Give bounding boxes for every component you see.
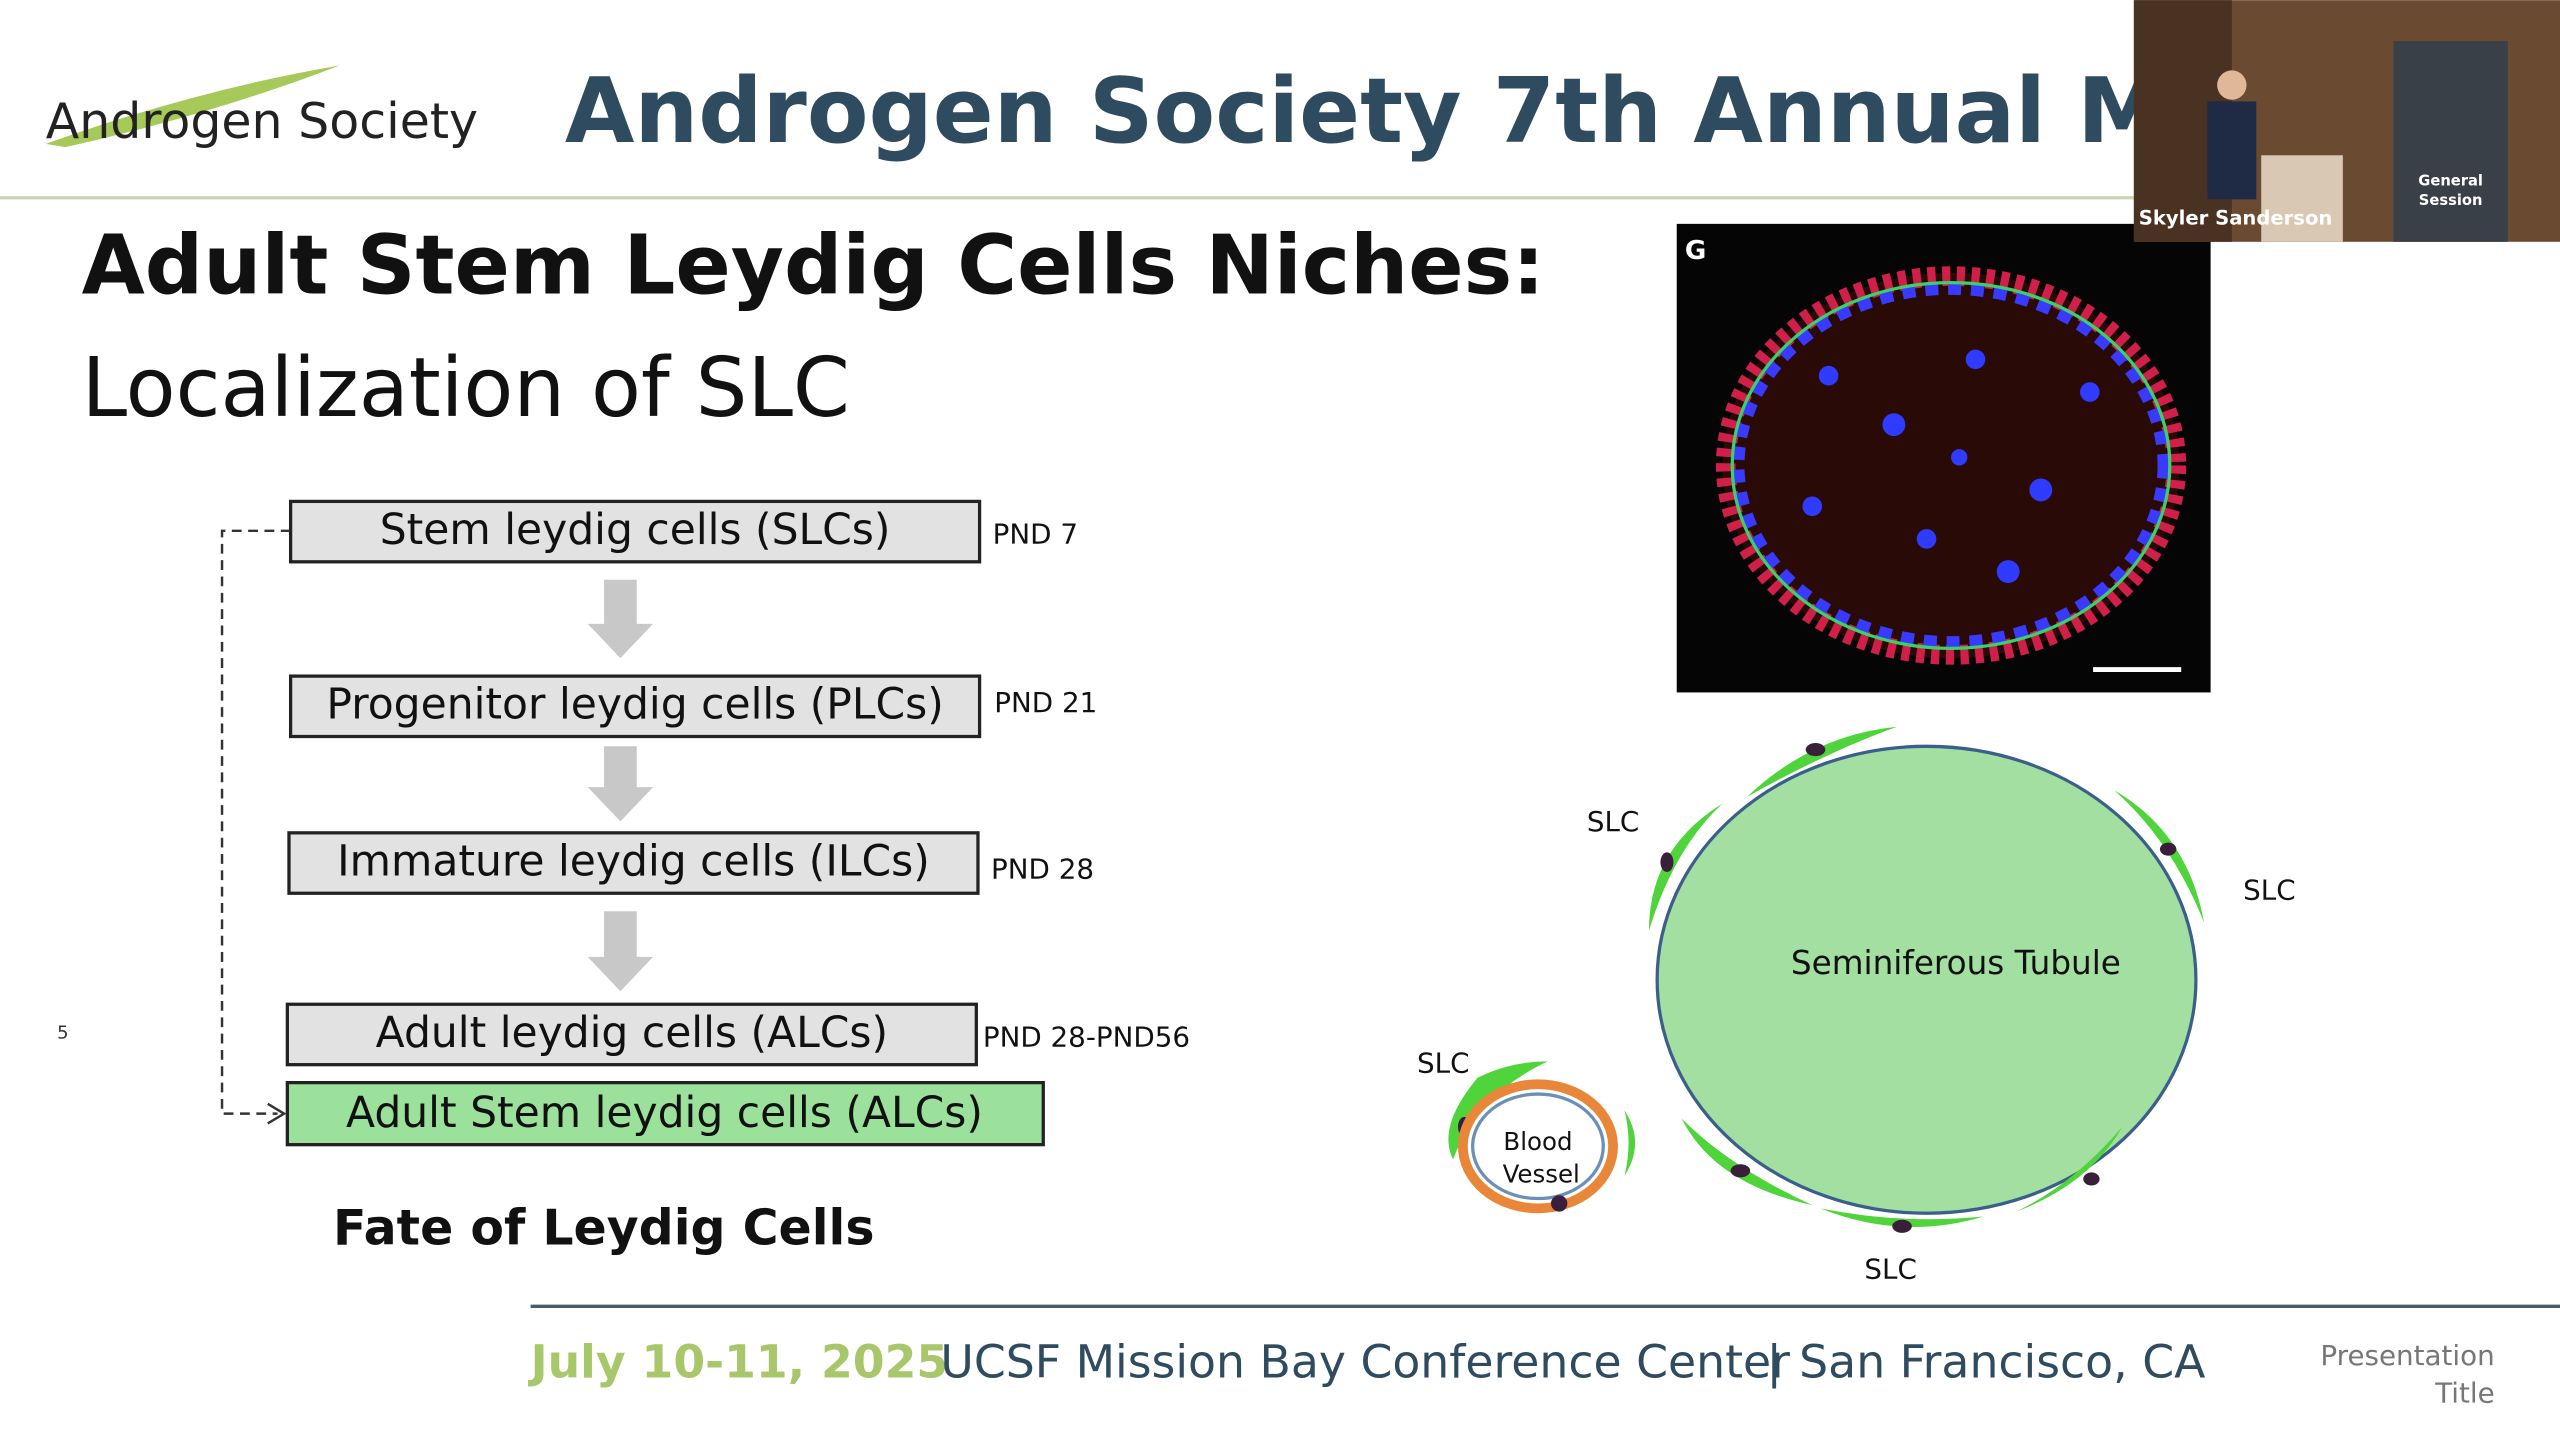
- shape: [1802, 496, 1823, 517]
- step-box: [287, 831, 980, 895]
- dashed-loop: [220, 529, 291, 1115]
- shape: [2029, 478, 2053, 502]
- page-number: 5: [57, 1023, 68, 1044]
- shape: [2083, 1172, 2100, 1186]
- vessel-label: Blood: [1503, 1127, 1572, 1156]
- step-box: [285, 1002, 978, 1067]
- step-box: [288, 674, 982, 739]
- step-label: Adult leydig cells (ALCs): [376, 1009, 888, 1058]
- video-speaker: [2207, 101, 2257, 200]
- footer-city: San Francisco, CA: [1799, 1336, 2205, 1389]
- shape: [1996, 560, 2020, 584]
- step-label: Adult Stem leydig cells (ALCs): [346, 1089, 983, 1138]
- logo-text: Androgen Society: [46, 93, 478, 150]
- shape: [1805, 743, 1826, 757]
- shape: [1892, 1219, 1912, 1233]
- shape: [1951, 449, 1968, 466]
- micrograph-ring: [1730, 281, 2172, 650]
- vessel-label: Vessel: [1503, 1160, 1580, 1189]
- flow-caption: Fate of Leydig Cells: [333, 1200, 874, 1257]
- header-title: Androgen Society 7th Annual Me: [565, 60, 2228, 164]
- shape: [2080, 382, 2100, 402]
- blood-vessel: [1457, 1079, 1618, 1214]
- footer-separator: |: [1767, 1336, 1782, 1390]
- step-box-highlight: [285, 1081, 1045, 1147]
- micrograph-tissue: [1722, 272, 2180, 659]
- micrograph-nuclei: [1802, 349, 2100, 584]
- slide-subtitle: Localization of SLC: [82, 341, 850, 436]
- arrows: [587, 579, 654, 992]
- shape: [1660, 852, 1674, 873]
- micrograph-ring: [1715, 266, 2187, 665]
- shape: [1730, 1164, 1751, 1178]
- slc-label: SLC: [2243, 874, 2295, 907]
- blood-vessel-inner: [1471, 1092, 1605, 1201]
- video-speaker-head: [2217, 70, 2247, 100]
- shape: [1965, 349, 1986, 370]
- slc-label: SLC: [1864, 1252, 1916, 1285]
- down-arrow: [587, 579, 654, 659]
- shape: [1820, 1208, 1984, 1228]
- nucleus: [1551, 1195, 1568, 1212]
- footer-note: Presentation: [2320, 1339, 2494, 1372]
- step-box: [288, 499, 982, 564]
- step-label: Progenitor leydig cells (PLCs): [326, 681, 943, 730]
- banner-text: Session: [2419, 192, 2483, 209]
- dashed-arrowhead: [267, 1102, 287, 1125]
- shape: [1624, 1110, 1636, 1176]
- footer-note: Title: [2434, 1376, 2494, 1409]
- step-stage: PND 7: [993, 518, 1078, 551]
- speaker-name: Skyler Sanderson: [2139, 206, 2333, 229]
- panel-label: G: [1685, 236, 1706, 266]
- shape: [1818, 365, 1839, 386]
- down-arrow: [587, 911, 654, 992]
- shape: [1916, 529, 1937, 549]
- step-stage: PND 21: [994, 686, 1097, 719]
- shape: [1882, 413, 1906, 437]
- slc-label: SLC: [1587, 805, 1639, 838]
- down-arrow: [587, 746, 654, 822]
- step-label: Immature leydig cells (ILCs): [337, 837, 930, 886]
- footer-venue: UCSF Mission Bay Conference Center: [940, 1336, 1790, 1389]
- video-banner: [2393, 41, 2508, 242]
- shape: [2160, 842, 2177, 856]
- slc-label: SLC: [1417, 1047, 1469, 1080]
- slide-title: Adult Stem Leydig Cells Niches:: [82, 219, 1545, 314]
- step-stage: PND 28: [991, 852, 1094, 885]
- shape: [1448, 1061, 1548, 1160]
- footer-date: July 10-11, 2025: [528, 1336, 949, 1389]
- step-label: Stem leydig cells (SLCs): [380, 506, 891, 555]
- step-stage: PND 28-PND56: [983, 1021, 1190, 1054]
- logo-swoosh: [45, 65, 340, 148]
- banner-text: General: [2418, 172, 2483, 189]
- video-podium: [2261, 155, 2343, 242]
- tubule-label: Seminiferous Tubule: [1791, 944, 2121, 982]
- micrograph-ring: [1733, 283, 2169, 648]
- tubule: [1655, 744, 2198, 1215]
